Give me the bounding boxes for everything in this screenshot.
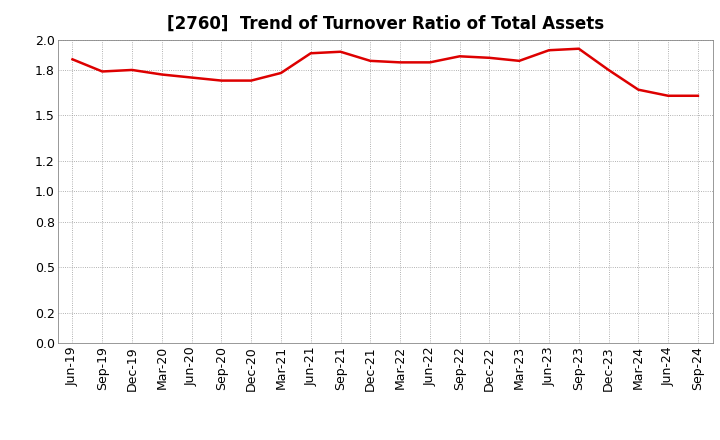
Title: [2760]  Trend of Turnover Ratio of Total Assets: [2760] Trend of Turnover Ratio of Total … — [166, 15, 604, 33]
